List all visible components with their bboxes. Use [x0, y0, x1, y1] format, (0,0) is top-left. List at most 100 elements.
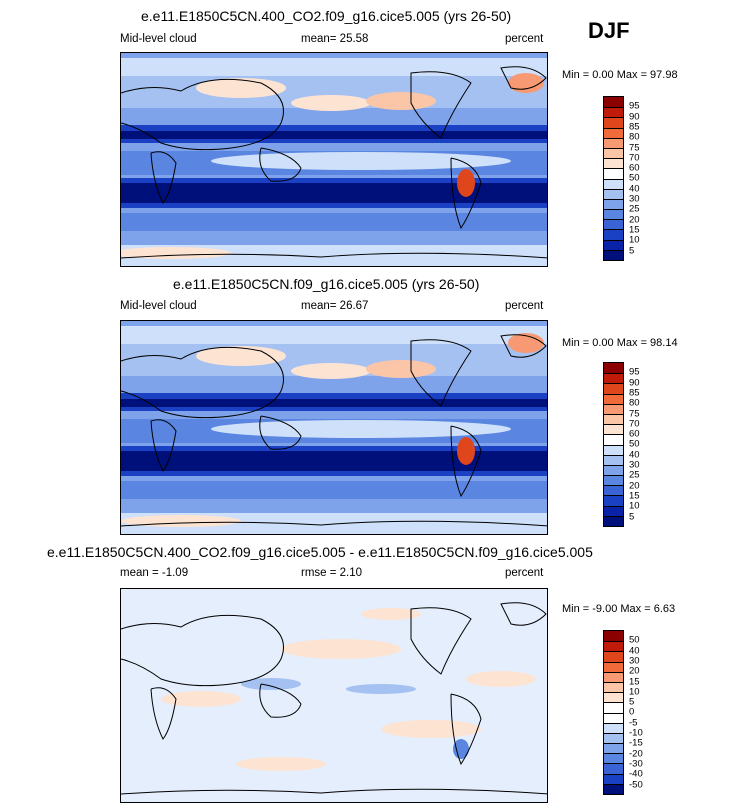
- cbar-label: 30: [629, 459, 640, 471]
- cbar-label: -5: [629, 717, 638, 729]
- colorbar-segment: [604, 475, 623, 486]
- cbar-label: 25: [629, 469, 640, 481]
- colorbar-segment: [604, 229, 623, 240]
- cbar-label: 0: [629, 706, 635, 718]
- colorbar-segment: [604, 434, 623, 445]
- colorbar-segment: [604, 464, 623, 476]
- cbar-label: 75: [629, 408, 640, 419]
- colorbar-segment: [604, 117, 623, 128]
- colorbar-segment: [604, 403, 623, 414]
- colorbar-segment: [604, 209, 623, 220]
- panel1-colorbar-labels: 95 90 85 80 75 70 60 50 40 30 25 20 15 1…: [603, 96, 663, 261]
- cbar-label: 75: [629, 142, 640, 153]
- colorbar-segment: [604, 712, 623, 723]
- colorbar-segment: [604, 168, 623, 179]
- panel1-map-field: [121, 53, 547, 266]
- cbar-label: 30: [629, 193, 640, 205]
- colorbar-segment: [604, 219, 623, 230]
- panel2-colorbar-labels: 95 90 85 80 75 70 60 50 40 30 25 20 15 1…: [603, 362, 663, 527]
- panel2-colorbar: [603, 362, 624, 527]
- cbar-label: 95: [629, 366, 640, 378]
- panel1-variable-label: Mid-level cloud: [120, 33, 197, 45]
- panel1-units: percent: [505, 33, 544, 45]
- cbar-label: -40: [629, 768, 643, 780]
- cbar-label: 20: [629, 214, 640, 226]
- panel3-map: [120, 588, 548, 803]
- cbar-label: 40: [629, 183, 640, 195]
- colorbar-segment: [604, 383, 623, 394]
- colorbar-segment: [604, 515, 623, 526]
- panel2-minmax: Min = 0.00 Max = 98.14: [562, 337, 678, 349]
- colorbar-segment: [604, 702, 623, 713]
- panel3-minmax: Min = -9.00 Max = 6.63: [562, 603, 676, 615]
- cbar-label: 50: [629, 172, 640, 184]
- cbar-label: 10: [629, 686, 640, 698]
- colorbar-segment: [604, 773, 623, 784]
- cbar-label: 50: [629, 634, 640, 646]
- panel2-map-field: [121, 321, 547, 534]
- cbar-label: 15: [629, 676, 640, 687]
- season-label: DJF: [588, 18, 630, 43]
- colorbar-segment: [604, 127, 623, 138]
- cbar-label: 85: [629, 121, 640, 133]
- colorbar-segment: [604, 424, 623, 435]
- colorbar-segment: [604, 661, 623, 672]
- panel1-colorbar: [603, 96, 624, 261]
- colorbar-segment: [604, 495, 623, 506]
- cbar-label: -20: [629, 748, 643, 760]
- colorbar-segment: [604, 178, 623, 189]
- cbar-label: 85: [629, 387, 640, 399]
- colorbar-segment: [604, 137, 623, 148]
- panel1-mean: mean= 25.58: [301, 33, 369, 45]
- cbar-label: 90: [629, 111, 640, 123]
- panel2-title: e.e11.E1850C5CN.f09_g16.cice5.005 (yrs 2…: [173, 276, 480, 292]
- colorbar-segment: [604, 681, 623, 693]
- cbar-label: 10: [629, 234, 640, 246]
- cbar-label: 50: [629, 438, 640, 450]
- cbar-label: 70: [629, 418, 640, 430]
- colorbar-segment: [604, 692, 623, 703]
- panel3-units: percent: [505, 567, 544, 579]
- cbar-label: 5: [629, 245, 635, 256]
- cbar-label: 40: [629, 449, 640, 461]
- panel3-rmse: rmse = 2.10: [301, 567, 363, 579]
- cbar-label: 60: [629, 428, 640, 440]
- colorbar-segment: [604, 363, 623, 374]
- panel3-colorbar: [603, 630, 624, 795]
- panel2-mean: mean= 26.67: [301, 300, 369, 312]
- colorbar-segment: [604, 485, 623, 496]
- cbar-label: -10: [629, 727, 643, 739]
- cbar-label: 30: [629, 655, 640, 667]
- panel1-title: e.e11.E1850C5CN.400_CO2.f09_g16.cice5.00…: [141, 8, 512, 24]
- cbar-label: 20: [629, 480, 640, 492]
- cbar-label: 95: [629, 100, 640, 112]
- cbar-label: 60: [629, 162, 640, 174]
- cbar-label: 5: [629, 696, 635, 708]
- colorbar-segment: [604, 753, 623, 764]
- cbar-label: 25: [629, 203, 640, 215]
- colorbar-segment: [604, 198, 623, 210]
- cbar-label: 15: [629, 224, 640, 236]
- panel2-units: percent: [505, 300, 544, 312]
- cbar-label: 70: [629, 152, 640, 164]
- colorbar-segment: [604, 373, 623, 384]
- colorbar-segment: [604, 651, 623, 662]
- cbar-label: 90: [629, 377, 640, 389]
- cbar-label: 15: [629, 490, 640, 502]
- colorbar-segment: [604, 732, 623, 744]
- colorbar-segment: [604, 671, 623, 682]
- cbar-label: -30: [629, 758, 643, 770]
- panel3-colorbar-labels: 50 40 30 20 15 10 5 0 -5 -10 -15 -20 -30…: [603, 630, 663, 795]
- colorbar-segment: [604, 743, 623, 754]
- colorbar-segment: [604, 249, 623, 260]
- panel2-map: [120, 320, 548, 535]
- colorbar-segment: [604, 505, 623, 516]
- colorbar-segment: [604, 188, 623, 199]
- colorbar-segment: [604, 641, 623, 652]
- cbar-label: -50: [629, 779, 643, 790]
- colorbar-segment: [604, 444, 623, 455]
- colorbar-segment: [604, 147, 623, 159]
- colorbar-segment: [604, 413, 623, 425]
- colorbar-segment: [604, 158, 623, 169]
- colorbar-segment: [604, 631, 623, 642]
